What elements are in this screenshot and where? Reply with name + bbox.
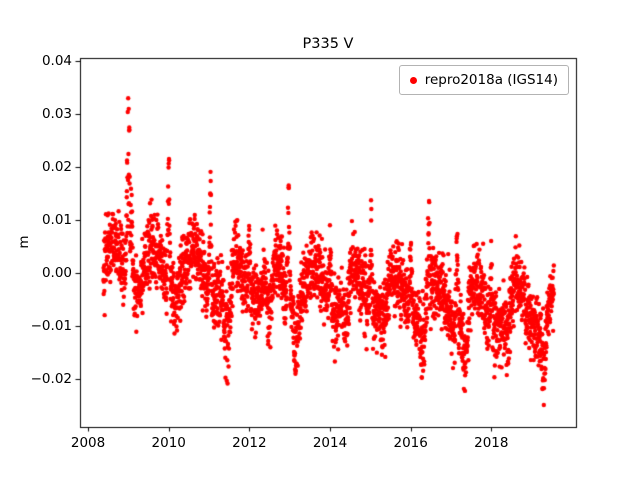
chart-title: P335 V bbox=[302, 36, 354, 52]
x-tick-label: 2014 bbox=[312, 435, 348, 451]
legend: repro2018a (IGS14) bbox=[398, 65, 569, 95]
legend-label: repro2018a (IGS14) bbox=[424, 72, 558, 88]
y-tick-label: 0.03 bbox=[41, 105, 72, 122]
x-tick-label: 2016 bbox=[393, 435, 428, 451]
y-tick-label: −0.01 bbox=[30, 318, 72, 335]
y-tick-label: 0.02 bbox=[41, 158, 72, 175]
y-tick-label: 0.00 bbox=[41, 265, 72, 282]
x-tick-label: 2018 bbox=[474, 435, 509, 451]
y-axis-label: m bbox=[16, 235, 32, 249]
y-tick-label: −0.02 bbox=[30, 371, 72, 388]
x-tick-label: 2012 bbox=[232, 435, 267, 451]
y-tick-label: 0.01 bbox=[41, 211, 72, 228]
y-tick-label: 0.04 bbox=[41, 52, 72, 69]
x-tick-label: 2008 bbox=[70, 435, 106, 451]
legend-marker-icon bbox=[409, 76, 417, 84]
x-tick-label: 2010 bbox=[151, 435, 186, 451]
